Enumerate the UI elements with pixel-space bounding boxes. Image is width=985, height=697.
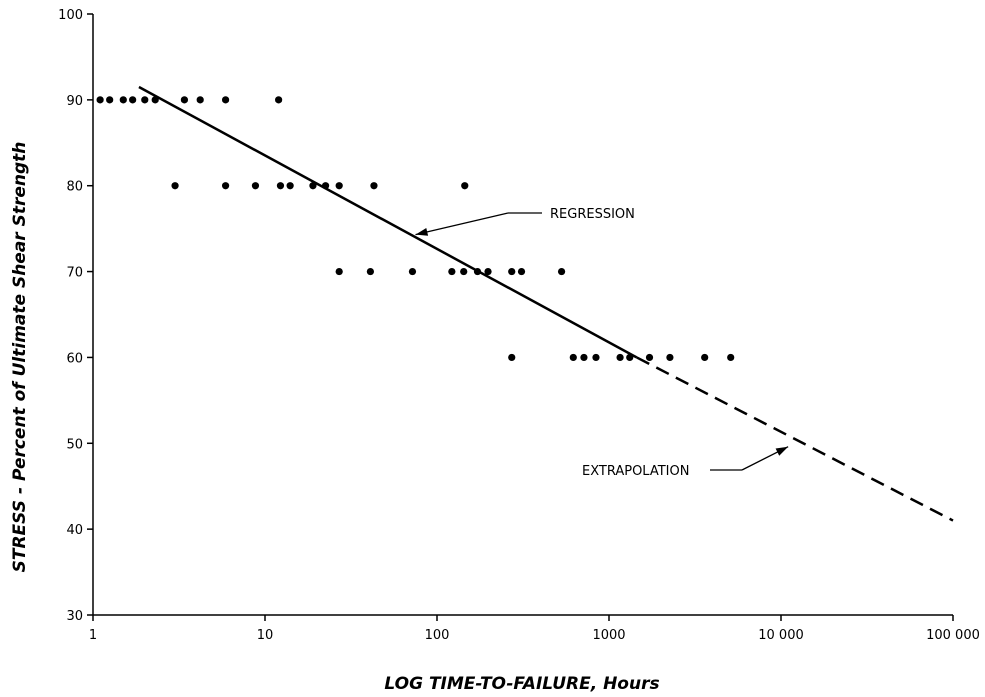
y-tick-label: 90 (66, 94, 83, 109)
y-axis-title: STRESS - Percent of Ultimate Shear Stren… (10, 142, 30, 573)
data-point (569, 353, 577, 362)
y-tick-label: 40 (66, 523, 83, 538)
data-point (141, 96, 149, 104)
data-point (370, 182, 378, 190)
data-point (196, 96, 204, 104)
data-points (96, 96, 735, 362)
data-point (335, 182, 343, 190)
data-point (517, 267, 526, 276)
x-tick-label: 100 (425, 628, 450, 643)
regression-label: REGRESSION (550, 207, 635, 222)
data-point (448, 267, 456, 276)
regression-leader-end (415, 212, 509, 236)
y-tick-label: 60 (66, 351, 83, 366)
data-point (461, 182, 469, 190)
data-point (309, 182, 317, 190)
data-point (473, 267, 482, 276)
data-point (727, 353, 735, 362)
data-point (626, 353, 634, 362)
extrapolation-arrowhead (775, 446, 789, 456)
axes (92, 14, 953, 616)
fit-lines (138, 85, 954, 522)
annotations: REGRESSION EXTRAPOLATION (415, 207, 789, 479)
data-point (616, 353, 624, 362)
data-point (180, 96, 189, 104)
x-tick-label: 1 (89, 628, 97, 643)
data-point (408, 267, 417, 276)
x-tick-label: 10 (257, 628, 274, 643)
data-point (221, 182, 230, 190)
data-point (666, 353, 674, 362)
data-point (221, 96, 230, 104)
extrapolation-label: EXTRAPOLATION (582, 464, 689, 479)
data-point (286, 182, 294, 190)
data-point (251, 182, 260, 190)
data-point (276, 182, 285, 190)
y-tick-label: 50 (66, 437, 83, 452)
data-point (321, 182, 330, 190)
data-point (335, 267, 343, 276)
data-point (592, 353, 600, 362)
y-tick-label: 100 (58, 8, 83, 23)
data-point (557, 267, 566, 276)
data-point (119, 96, 127, 104)
data-point (275, 96, 283, 104)
data-point (484, 267, 492, 276)
x-tick-label: 100 000 (926, 628, 980, 643)
x-tick-label: 10 000 (758, 628, 804, 643)
data-point (645, 353, 654, 362)
data-point (701, 353, 709, 362)
y-tick-label: 80 (66, 180, 83, 195)
regression-arrowhead (415, 228, 429, 236)
data-point (460, 267, 468, 276)
data-point (580, 353, 588, 362)
x-axis-ticks: 1 10 100 1000 10 000 100 000 (89, 615, 980, 643)
data-point (508, 353, 516, 362)
y-tick-label: 30 (66, 609, 83, 624)
x-axis-title: LOG TIME-TO-FAILURE, Hours (384, 674, 659, 694)
data-point (129, 96, 137, 104)
data-point (96, 96, 104, 104)
data-point (151, 96, 159, 104)
y-tick-label: 70 (66, 266, 83, 281)
data-point (171, 182, 179, 190)
data-point (508, 267, 516, 276)
extrapolation-line (636, 356, 954, 522)
data-point (106, 96, 114, 104)
data-point (366, 267, 374, 276)
regression-line (138, 85, 638, 359)
x-tick-label: 1000 (592, 628, 625, 643)
y-axis-ticks: 30 40 50 60 70 80 90 100 (58, 8, 93, 624)
